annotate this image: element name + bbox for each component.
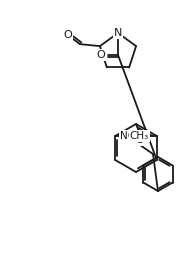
Text: O: O [64,30,72,40]
Text: NO₂: NO₂ [120,131,140,141]
Text: N: N [114,28,122,38]
Text: O: O [136,135,144,145]
Text: CH₃: CH₃ [130,131,149,141]
Text: O: O [97,50,105,60]
